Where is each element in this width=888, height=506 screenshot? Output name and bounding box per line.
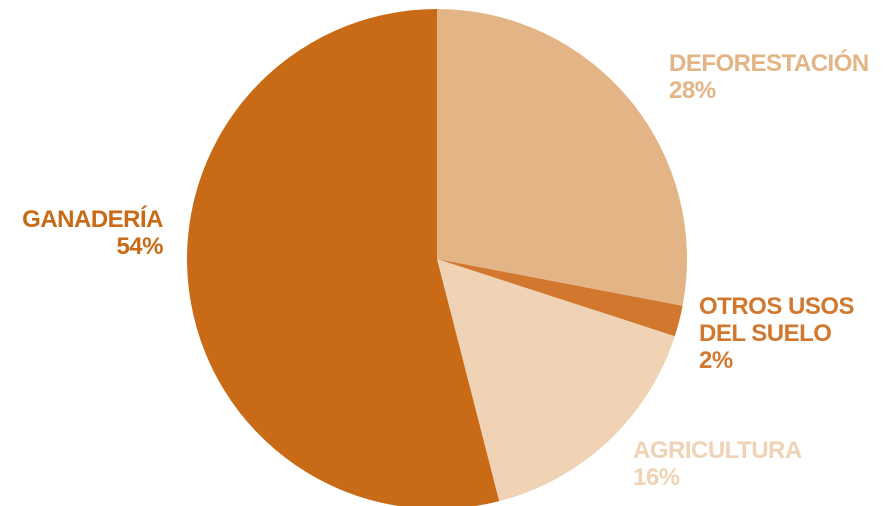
- pie-labels: DEFORESTACIÓN 28% OTROS USOS DEL SUELO 2% AGR…: [22, 49, 869, 491]
- slice-name-label: OTROS USOS: [699, 293, 855, 320]
- slice-label: GANADERÍA 54%: [22, 205, 163, 260]
- slice-name-label: AGRICULTURA: [633, 437, 802, 464]
- pie-slice-ganaderia: [187, 9, 500, 506]
- pie-slice-agricultura: [437, 259, 675, 502]
- slice-label: OTROS USOS DEL SUELO 2%: [699, 293, 855, 374]
- slice-name-label: DEFORESTACIÓN: [669, 49, 869, 77]
- slice-value-label: 54%: [116, 233, 163, 260]
- pie-slice-otros-usos-del-suelo: [437, 259, 683, 337]
- slice-name-label: DEL SUELO: [699, 320, 831, 347]
- slice-value-label: 16%: [633, 464, 680, 491]
- slice-label: DEFORESTACIÓN 28%: [669, 49, 869, 104]
- pie-slices: [187, 9, 687, 506]
- slice-name-label: GANADERÍA: [22, 205, 163, 233]
- pie-slice-deforestacion: [437, 9, 687, 306]
- slice-label: AGRICULTURA 16%: [633, 437, 802, 491]
- slice-value-label: 2%: [699, 347, 733, 374]
- slice-value-label: 28%: [669, 77, 716, 104]
